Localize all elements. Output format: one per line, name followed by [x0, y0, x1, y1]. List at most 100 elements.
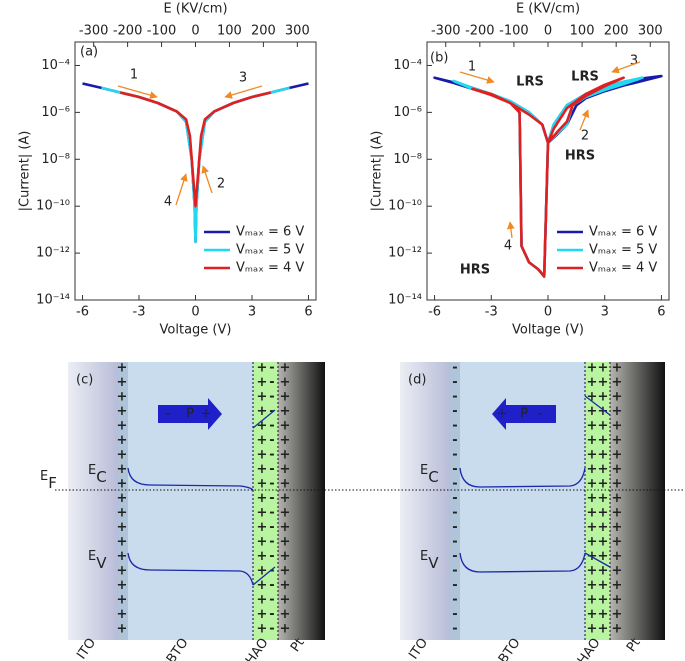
charge-symbol: + [587, 564, 598, 579]
charge-symbol: + [280, 375, 291, 390]
charge-symbol: - [452, 404, 457, 419]
charge-symbol: - [269, 535, 274, 550]
charge-symbol: - [269, 491, 274, 506]
charge-symbol: + [117, 375, 128, 390]
charge-symbol: + [587, 433, 598, 448]
annotation: HRS [565, 149, 595, 164]
charge-symbol: + [612, 462, 623, 477]
charge-symbol: + [280, 593, 291, 608]
arrow-sign: - [538, 407, 543, 422]
charge-symbol: + [612, 433, 623, 448]
x-tick-label: -6 [76, 305, 89, 320]
charge-symbol: + [257, 419, 268, 434]
charge-symbol: + [257, 564, 268, 579]
x2-axis-label: E (KV/cm) [516, 2, 580, 17]
charge-symbol: + [598, 491, 609, 506]
legend-label: Vₘₐₓ = 6 V [589, 225, 657, 240]
charge-symbol: + [598, 564, 609, 579]
charge-symbol: + [117, 578, 128, 593]
layer [118, 362, 253, 640]
band-subscript: V [428, 554, 439, 572]
y-tick-label: 10⁻¹² [388, 246, 422, 261]
band-symbol: E [420, 549, 428, 564]
charge-symbol: + [257, 506, 268, 521]
charge-symbol: + [257, 375, 268, 390]
charge-symbol: - [269, 607, 274, 622]
charge-symbol: - [269, 448, 274, 463]
annotation: 1 [130, 68, 138, 83]
charge-symbol: + [280, 433, 291, 448]
layer [585, 362, 610, 640]
interface [450, 362, 460, 640]
charge-symbol: + [587, 578, 598, 593]
x2-tick-label: -100 [147, 24, 177, 39]
charge-symbol: + [612, 477, 623, 492]
layer [610, 362, 665, 640]
annotation-arrow [175, 173, 188, 206]
layer [253, 362, 278, 640]
x-tick-label: 6 [657, 305, 665, 320]
charge-symbol: + [257, 433, 268, 448]
x2-tick-label: 0 [191, 24, 199, 39]
conduction-band [459, 395, 611, 488]
charge-symbol: + [280, 361, 291, 376]
charge-symbol: - [452, 535, 457, 550]
charge-symbol: - [452, 607, 457, 622]
charge-symbol: + [280, 448, 291, 463]
band-symbol: E [420, 463, 428, 478]
annotation-arrow [117, 85, 158, 99]
charge-symbol: - [269, 375, 274, 390]
band-subscript: F [48, 474, 57, 492]
charge-symbol: - [452, 390, 457, 405]
charge-symbol: + [257, 622, 268, 637]
x2-axis-label: E (KV/cm) [163, 2, 227, 17]
charge-symbol: + [257, 477, 268, 492]
charge-symbol: + [587, 462, 598, 477]
x2-tick-label: -200 [465, 24, 495, 39]
arrow-p: P [520, 407, 528, 422]
y-tick-label: 10⁻⁸ [41, 152, 70, 167]
x-tick-label: 6 [304, 305, 312, 320]
series-line [471, 76, 625, 278]
x-tick-label: -3 [133, 305, 146, 320]
conduction-band [127, 409, 276, 491]
charge-symbol: + [257, 404, 268, 419]
charge-symbol: - [269, 593, 274, 608]
charge-symbol: + [117, 564, 128, 579]
charge-symbol: + [612, 404, 623, 419]
y-axis-label: |Current| (A) [370, 131, 385, 212]
charge-symbol: + [612, 361, 623, 376]
band-subscript: V [96, 554, 107, 572]
x-tick-label: 3 [601, 305, 609, 320]
charge-symbol: + [598, 404, 609, 419]
charge-symbol: + [587, 419, 598, 434]
layer [278, 362, 325, 640]
arrow-sign: + [201, 407, 212, 422]
charge-symbol: + [117, 520, 128, 535]
annotation-arrow [611, 61, 641, 74]
charge-symbol: + [598, 535, 609, 550]
valence-band [459, 552, 611, 573]
charge-symbol: + [587, 390, 598, 405]
charge-symbol: + [280, 549, 291, 564]
charge-symbol: + [280, 390, 291, 405]
charge-symbol: + [598, 593, 609, 608]
charge-symbol: + [117, 448, 128, 463]
legend-label: Vₘₐₓ = 5 V [236, 243, 304, 258]
x-tick-label: 0 [191, 305, 199, 320]
conduction-label: EC [420, 463, 439, 486]
charge-symbol: + [587, 477, 598, 492]
charge-symbol: + [598, 375, 609, 390]
x-tick-label: 3 [248, 305, 256, 320]
charge-symbol: + [587, 491, 598, 506]
annotation: 4 [164, 195, 172, 210]
arrow-p: P [186, 407, 194, 422]
charge-symbol: - [452, 491, 457, 506]
charge-symbol: + [598, 448, 609, 463]
annotation-arrow [579, 109, 590, 131]
charge-symbol: + [117, 404, 128, 419]
charge-symbol: + [598, 477, 609, 492]
charge-symbol: + [280, 491, 291, 506]
x-axis-label: Voltage (V) [512, 323, 584, 338]
charge-symbol: + [280, 535, 291, 550]
